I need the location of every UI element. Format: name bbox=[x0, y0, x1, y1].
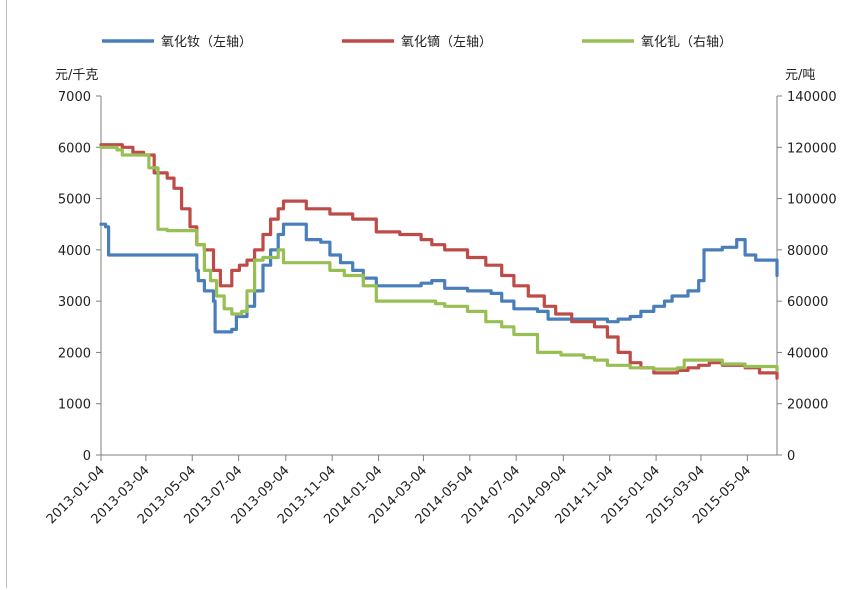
series-line-neodymium bbox=[99, 222, 779, 334]
left-axis-tick-label: 6000 bbox=[58, 141, 91, 156]
right-axis-tick-label: 0 bbox=[787, 449, 795, 464]
legend-item-dysprosium: 氧化镝（左轴） bbox=[342, 34, 492, 50]
chart-frame: 氧化钕（左轴） 氧化镝（左轴） 氧化钆（右轴） 元/千克 元/吨 0 1000 20… bbox=[6, 0, 859, 588]
series-line-dysprosium bbox=[99, 143, 779, 380]
right-axis-tick-label: 40000 bbox=[787, 346, 828, 361]
left-axis-tick-label: 0 bbox=[83, 449, 91, 464]
right-axis-tick-label: 20000 bbox=[787, 398, 828, 413]
legend: 氧化钕（左轴） 氧化镝（左轴） 氧化钆（右轴） bbox=[102, 34, 732, 50]
left-axis-tick-label: 1000 bbox=[58, 398, 91, 413]
right-axis-tick-label: 80000 bbox=[787, 244, 828, 259]
legend-item-neodymium: 氧化钕（左轴） bbox=[102, 34, 252, 50]
right-axis-tick-label: 100000 bbox=[787, 193, 837, 208]
right-axis-unit: 元/吨 bbox=[785, 68, 815, 83]
left-axis-tick-label: 4000 bbox=[58, 244, 91, 259]
legend-label-neodymium: 氧化钕（左轴） bbox=[161, 34, 252, 50]
left-axis-tick-label: 7000 bbox=[58, 90, 91, 105]
legend-label-dysprosium: 氧化镝（左轴） bbox=[401, 34, 492, 50]
axes: 0 1000 2000 3000 4000 5000 6000 7000 0 20000 40000… bbox=[44, 90, 837, 527]
left-axis-unit: 元/千克 bbox=[55, 68, 98, 83]
legend-label-gadolinium: 氧化钆（右轴） bbox=[641, 35, 732, 50]
left-axis-tick-label: 2000 bbox=[58, 346, 91, 361]
series-layer bbox=[99, 143, 779, 380]
right-axis-tick-label: 60000 bbox=[787, 295, 828, 310]
right-axis-tick-label: 120000 bbox=[787, 141, 837, 156]
left-axis-tick-label: 3000 bbox=[58, 295, 91, 310]
series-line-gadolinium bbox=[99, 145, 779, 372]
legend-item-gadolinium: 氧化钆（右轴） bbox=[582, 35, 732, 50]
left-axis-tick-label: 5000 bbox=[58, 193, 91, 208]
right-axis-tick-label: 140000 bbox=[787, 90, 837, 105]
chart-svg: 氧化钕（左轴） 氧化镝（左轴） 氧化钆（右轴） 元/千克 元/吨 0 1000 20… bbox=[44, 34, 837, 527]
